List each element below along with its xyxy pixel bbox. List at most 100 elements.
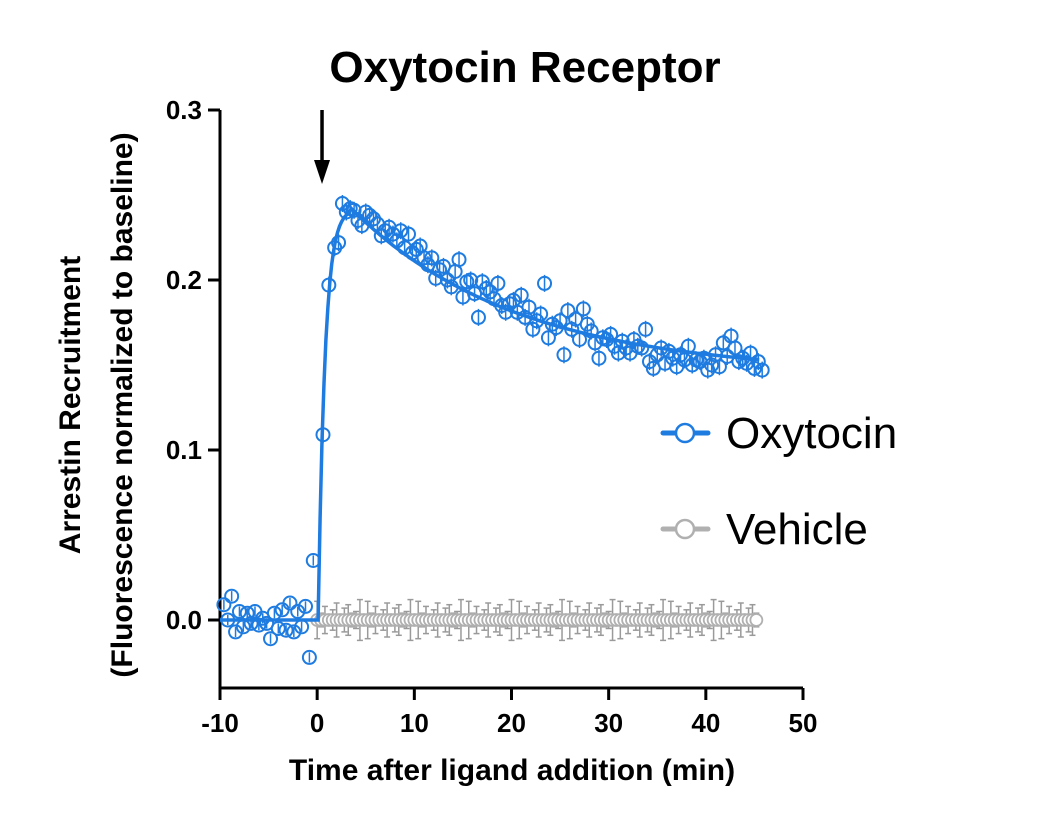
oxytocin-point <box>338 204 354 220</box>
oxytocin-point <box>298 598 314 614</box>
oxytocin-point <box>393 223 409 239</box>
oxytocin-point <box>739 355 755 371</box>
x-axis-label: Time after ligand addition (min) <box>289 754 735 787</box>
oxytocin-point <box>544 316 560 332</box>
oxytocin-point <box>321 277 337 293</box>
oxytocin-point <box>513 287 529 303</box>
y-axis-label-line2: (Fluorescence normalized to baseline) <box>106 132 139 677</box>
oxytocin-point <box>334 196 350 211</box>
oxytocin-point <box>754 362 770 378</box>
oxytocin-point <box>653 340 669 356</box>
oxytocin-point <box>294 619 310 635</box>
oxytocin-point <box>676 352 692 368</box>
legend-oxytocin-label: Oxytocin <box>726 409 897 458</box>
arrow-head <box>314 160 331 184</box>
y-axis-label: Arrestin Recruitment (Fluorescence norma… <box>54 132 139 677</box>
oxytocin-point <box>432 262 448 278</box>
x-tick-label: 0 <box>310 708 324 738</box>
legend-item-vehicle: Vehicle <box>660 505 868 554</box>
vehicle-point <box>749 613 764 627</box>
oxytocin-point <box>224 588 240 604</box>
oxytocin-point <box>428 270 444 286</box>
oxytocin-point <box>727 340 743 356</box>
legend-item-oxytocin: Oxytocin <box>660 409 897 458</box>
oxytocin-point <box>525 321 541 337</box>
chart-title: Oxytocin Receptor <box>329 43 720 92</box>
oxytocin-point <box>451 252 467 268</box>
oxytocin-point <box>286 624 302 640</box>
x-tick-label: -10 <box>201 708 239 738</box>
oxytocin-point <box>591 350 607 366</box>
oxytocin-point <box>231 604 247 619</box>
oxytocin-point <box>239 605 255 621</box>
oxytocin-point <box>216 597 232 613</box>
vehicle-series <box>310 598 764 642</box>
oxytocin-point <box>490 275 506 291</box>
oxytocin-point <box>424 250 440 266</box>
legend-vehicle-label: Vehicle <box>726 505 868 554</box>
oxytocin-point <box>564 321 580 337</box>
oxytocin-point <box>470 309 486 325</box>
oxytocin-series <box>216 195 770 665</box>
oxytocin-point <box>362 207 378 223</box>
oxytocin-point <box>521 299 537 315</box>
oxytocin-point <box>331 235 347 251</box>
oxytocin-point <box>731 354 747 370</box>
oxytocin-point <box>220 612 236 628</box>
x-tick-label: 10 <box>400 708 429 738</box>
x-tick-label: 40 <box>691 708 720 738</box>
oxytocin-point <box>305 553 321 568</box>
oxytocin-point <box>266 605 282 621</box>
oxytocin-point <box>711 359 727 375</box>
oxytocin-point <box>704 357 720 373</box>
oxytocin-point <box>278 622 294 638</box>
oxytocin-point <box>575 301 591 317</box>
x-tick-label: 30 <box>594 708 623 738</box>
oxytocin-point <box>552 313 568 329</box>
y-tick-label: 0.0 <box>166 605 202 635</box>
x-tick-label: 20 <box>497 708 526 738</box>
oxytocin-point <box>235 619 251 635</box>
oxytocin-point <box>680 338 696 354</box>
oxytocin-point <box>301 649 317 665</box>
oxytocin-point <box>354 218 370 234</box>
oxytocin-point <box>346 202 362 218</box>
oxytocin-point <box>537 275 553 291</box>
oxytocin-point <box>572 332 588 347</box>
oxytocin-point <box>397 240 413 256</box>
oxytocin-point <box>498 304 514 320</box>
y-tick-label: 0.1 <box>166 435 202 465</box>
y-tick-label: 0.2 <box>166 265 202 295</box>
oxytocin-point <box>270 621 286 636</box>
oxytocin-point <box>533 306 549 322</box>
x-tick-label: 50 <box>789 708 818 738</box>
axes: 0.0 0.1 0.2 0.3 -10 0 10 20 30 40 50 <box>166 95 818 738</box>
oxytocin-point <box>540 330 556 346</box>
legend: Oxytocin Vehicle <box>660 409 897 554</box>
y-tick-label: 0.3 <box>166 95 202 125</box>
oxytocin-point <box>263 631 279 647</box>
oxytocin-point <box>665 350 681 366</box>
oxytocin-point <box>556 347 572 363</box>
oxytocin-point <box>560 303 576 319</box>
oxytocin-point <box>750 354 766 370</box>
oxytocin-fit-line <box>220 205 760 622</box>
y-axis-label-line1: Arrestin Recruitment <box>54 256 87 554</box>
oxytocin-point <box>228 624 244 640</box>
oxytocin-point <box>290 604 306 619</box>
oxytocin-point <box>743 345 759 361</box>
legend-vehicle-marker <box>674 518 696 540</box>
oxytocin-point <box>315 427 331 443</box>
oxytocin-point <box>401 226 417 242</box>
oxytocin-point <box>634 340 650 356</box>
legend-oxytocin-marker <box>674 422 696 444</box>
oxytocin-point <box>408 241 424 257</box>
oxytocin-point <box>282 595 298 611</box>
oxytocin-point <box>638 321 654 337</box>
oxytocin-point <box>502 296 518 312</box>
oxytocin-point <box>463 272 479 288</box>
oxytocin-point <box>377 223 393 239</box>
oxytocin-point <box>443 279 459 295</box>
